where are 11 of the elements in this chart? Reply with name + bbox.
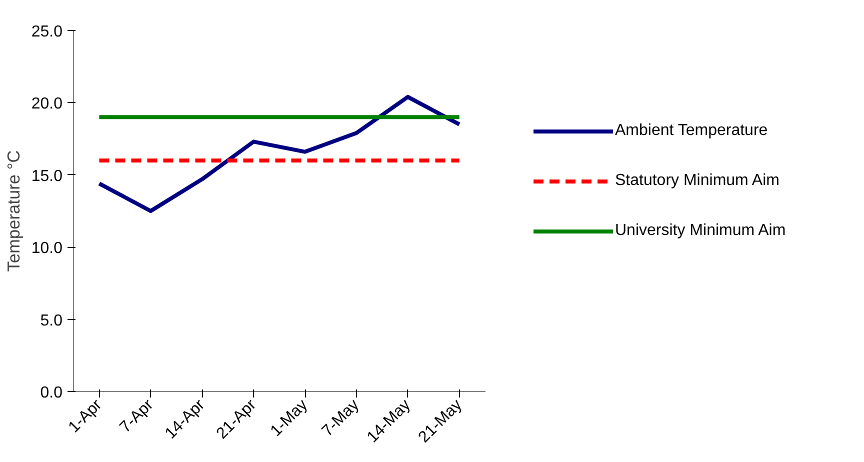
legend-label: Statutory Minimum Aim — [615, 172, 780, 190]
y-tick-label: 5.0 — [40, 312, 63, 330]
legend-label: University Minimum Aim — [615, 222, 786, 240]
y-tick-label: 20.0 — [31, 96, 63, 113]
line-series — [97, 94, 462, 213]
y-tick-label: 15.0 — [31, 168, 63, 185]
y-axis-title: Temperature °C — [3, 150, 24, 272]
y-tick-label: 0.0 — [40, 384, 63, 402]
legend-label: Ambient Temperature — [615, 122, 768, 140]
y-tick-label: 10.0 — [31, 240, 63, 258]
y-tick-label: 25.0 — [31, 24, 63, 40]
